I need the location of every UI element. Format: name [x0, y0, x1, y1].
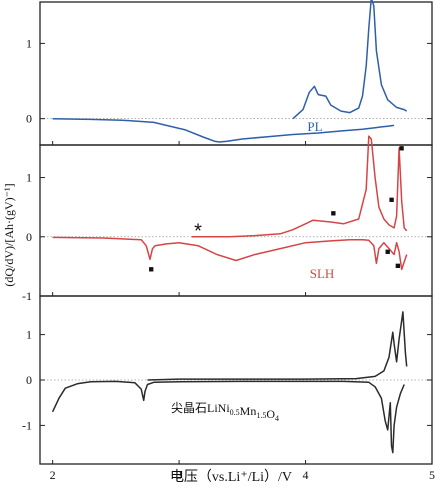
panel-label: 尖晶石LiNi0.5Mn1.5O4	[171, 401, 279, 423]
panel-top: 1 0 PL	[26, 0, 433, 146]
y-tick-label: 1	[26, 171, 32, 185]
plot-frame	[39, 144, 433, 297]
square-marker: ■	[331, 208, 336, 218]
panel-label: PL	[307, 119, 322, 134]
panel-middle: 1 0 -1 * ■ ■ ■ ■ ■ ■ SLH	[22, 135, 433, 303]
y-tick-label: -1	[22, 418, 32, 432]
x-tick-label: 4	[303, 468, 309, 482]
x-tick-label: 2	[50, 468, 56, 482]
x-tick-label: 3	[176, 468, 182, 482]
square-marker: ■	[149, 264, 154, 274]
y-tick-label: 0	[26, 112, 32, 126]
square-marker: ■	[395, 261, 400, 271]
series-line	[147, 311, 408, 381]
series-line	[52, 117, 395, 143]
series-line	[51, 380, 405, 454]
square-marker: ■	[385, 246, 390, 256]
series-line	[191, 135, 408, 238]
y-tick-label: 0	[26, 230, 32, 244]
y-axis-label: (dQ/dV)/[Ah·(gV)⁻¹]	[2, 183, 16, 286]
y-tick-label: 1	[26, 328, 32, 342]
y-tick-label: 0	[26, 373, 32, 387]
x-axis-label: 电压（vs.Li⁺/Li）/V	[170, 469, 292, 485]
series-line	[292, 0, 408, 120]
y-tick-label: 1	[26, 36, 32, 50]
x-tick-label: 5	[429, 468, 435, 482]
square-marker: ■	[389, 194, 394, 204]
series-line	[52, 236, 408, 271]
asterisk-marker: *	[194, 221, 202, 243]
panel-bottom: 1 0 -1 2 3 4 5 尖晶石LiNi0.5Mn1.5O4	[22, 295, 435, 482]
plot-frame	[39, 1, 433, 146]
y-tick-label: -1	[22, 289, 32, 303]
panel-label: SLH	[310, 266, 335, 281]
square-marker: ■	[399, 143, 404, 153]
